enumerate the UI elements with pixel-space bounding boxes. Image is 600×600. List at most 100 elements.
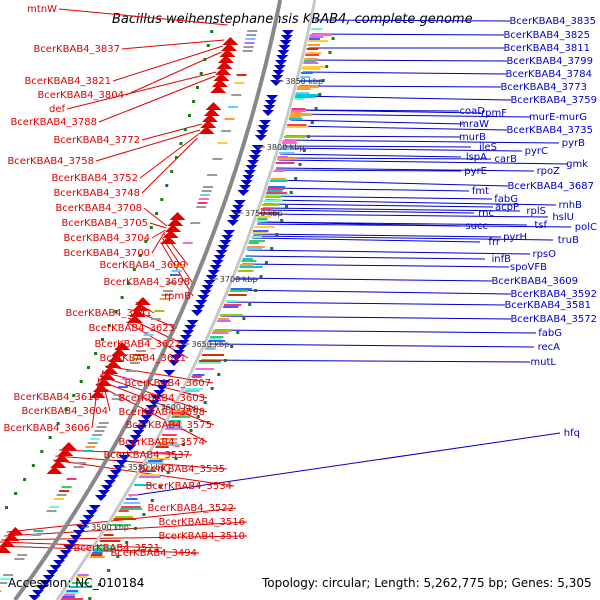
feature-band <box>169 420 181 422</box>
inner-feature-dash <box>224 118 235 120</box>
feature-band <box>305 52 322 54</box>
right-connector-19 <box>275 167 535 172</box>
tick-dot <box>150 499 154 502</box>
feature-band <box>99 540 121 542</box>
inner-feature-dash <box>169 274 180 276</box>
inner-feature-dash <box>59 490 70 492</box>
feature-band <box>257 218 268 220</box>
feature-band <box>264 196 281 198</box>
gene-label-lspa: lspA <box>466 152 487 163</box>
feature-band <box>252 232 267 234</box>
feature-band <box>134 484 154 486</box>
feature-band <box>143 468 154 470</box>
reverse-gene-arrow <box>200 120 217 128</box>
right-connector-24 <box>265 199 557 206</box>
right-connector-23 <box>266 195 493 200</box>
right-connector-9 <box>291 113 532 118</box>
feature-band <box>268 186 286 188</box>
tick-dot <box>188 114 191 117</box>
inner-feature-dash <box>154 310 165 312</box>
tick-dot <box>64 408 68 411</box>
right-connector-44 <box>201 359 531 363</box>
right-connector-45 <box>129 432 561 497</box>
reverse-gene-arrow <box>162 230 179 238</box>
inner-feature-dash <box>0 590 2 592</box>
right-connector-8 <box>293 109 460 112</box>
forward-gene-arrow <box>49 565 62 571</box>
feature-band <box>171 416 191 418</box>
forward-gene-arrow <box>59 550 72 556</box>
inner-feature-dash <box>3 574 14 576</box>
forward-gene-arrow <box>158 380 171 386</box>
left-connector-8 <box>139 133 199 179</box>
tick-dot <box>203 58 207 61</box>
feature-band <box>211 332 229 334</box>
gene-label-fabg: fabG <box>538 328 562 339</box>
reverse-gene-arrow <box>198 126 215 134</box>
feature-band <box>308 40 328 42</box>
tick-dot <box>79 380 83 383</box>
reverse-gene-arrow <box>219 49 236 57</box>
reverse-gene-arrow <box>3 533 20 541</box>
forward-gene-arrow <box>276 55 289 61</box>
tick-dot <box>248 303 252 306</box>
reverse-gene-arrow <box>102 366 119 374</box>
feature-band <box>291 108 306 110</box>
feature-band <box>247 246 265 248</box>
left-connector-4 <box>66 71 217 110</box>
reverse-gene-arrow <box>205 102 222 110</box>
gene-label-bcerkbab4-3788: BcerKBAB4_3788 <box>10 117 97 128</box>
forward-gene-arrow <box>219 240 232 246</box>
inner-feature-dash <box>173 266 184 268</box>
right-connector-14 <box>282 145 472 148</box>
right-connector-18 <box>278 159 569 165</box>
feature-band <box>298 80 323 82</box>
forward-gene-arrow <box>79 520 92 526</box>
right-connector-13 <box>284 139 560 144</box>
feature-band <box>205 346 216 348</box>
tick-dot <box>302 149 306 152</box>
inner-feature-dash <box>133 354 144 356</box>
feature-band <box>204 348 216 350</box>
forward-gene-arrow <box>281 30 294 36</box>
feature-band <box>295 94 319 96</box>
forward-gene-arrow <box>193 305 206 311</box>
tick-dot <box>210 387 214 390</box>
forward-gene-arrow <box>69 535 82 541</box>
feature-band <box>162 434 177 436</box>
gene-label-bcerkbab4-3572: BcerKBAB4_3572 <box>510 314 597 325</box>
gene-label-bcerkbab4-3641: BcerKBAB4_3641 <box>65 308 152 319</box>
right-connector-35 <box>245 255 486 260</box>
right-connector-37 <box>242 263 510 268</box>
feature-band <box>119 508 143 510</box>
gene-label-mure-murg: murE-murG <box>529 112 587 123</box>
feature-band <box>208 340 226 342</box>
reverse-gene-arrow <box>203 108 220 116</box>
gene-label-bcerkbab4-3699: BcerKBAB4_3699 <box>99 260 186 271</box>
feature-band <box>94 548 116 550</box>
inner-feature-dash <box>212 158 223 160</box>
left-connector-16 <box>160 241 194 297</box>
forward-gene-arrow <box>129 435 142 441</box>
forward-gene-arrow <box>32 590 44 596</box>
tick-dot <box>132 268 136 271</box>
forward-gene-arrow <box>277 50 290 56</box>
forward-gene-arrow <box>85 510 98 516</box>
left-connector-13 <box>151 231 166 254</box>
gene-label-bcerkbab4-3704: BcerKBAB4_3704 <box>63 233 150 244</box>
left-connector-5 <box>98 75 216 123</box>
feature-band <box>228 294 247 296</box>
gene-label-bcerkbab4-3837: BcerKBAB4_3837 <box>33 44 120 55</box>
tick-dot <box>166 471 170 474</box>
inner-feature-dash <box>61 486 72 488</box>
feature-band <box>142 470 156 472</box>
feature-band <box>95 546 118 548</box>
forward-gene-arrow <box>262 110 274 116</box>
feature-band <box>277 158 298 160</box>
right-connector-41 <box>221 315 512 320</box>
feature-band <box>69 586 93 588</box>
feature-band <box>219 314 243 316</box>
left-connector-33 <box>3 521 248 537</box>
forward-gene-arrow <box>94 495 107 501</box>
forward-gene-arrow <box>275 60 287 66</box>
